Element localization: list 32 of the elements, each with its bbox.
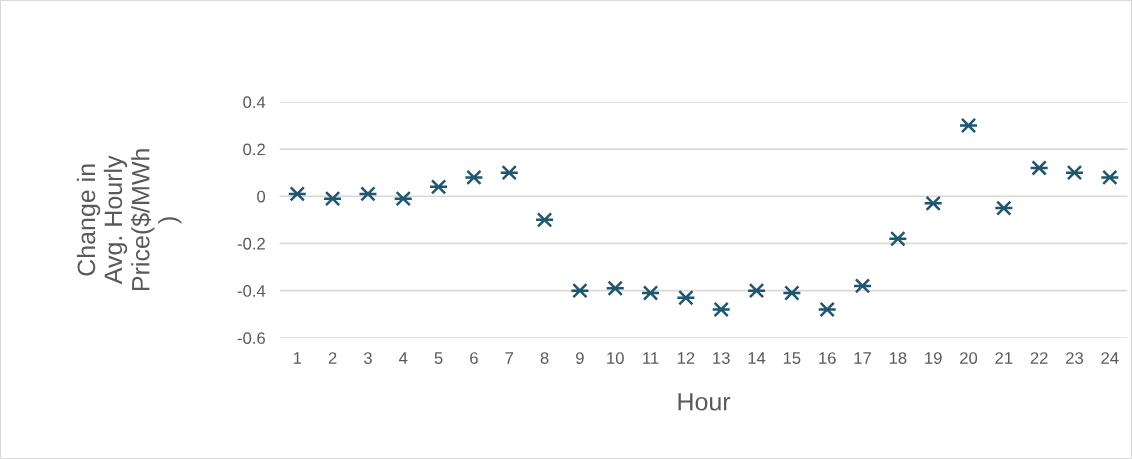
- y-axis-title: Change in Avg. Hourly Price($/MWh ): [76, 149, 182, 291]
- x-tick-label: 3: [363, 352, 372, 364]
- x-axis-title: Hour: [678, 393, 731, 411]
- x-tick-label: 20: [960, 352, 978, 364]
- y-tick-label: -0.2: [237, 237, 265, 250]
- y-tick-label: -0.6: [237, 332, 265, 345]
- x-tick-label: 16: [819, 352, 836, 364]
- x-tick-label: 23: [1066, 352, 1084, 364]
- x-tick-label: 21: [995, 352, 1013, 364]
- x-tick-label: 10: [607, 352, 624, 364]
- x-tick-label: 17: [854, 352, 871, 364]
- x-tick-label: 15: [783, 352, 801, 364]
- x-tick-label: 11: [643, 352, 659, 364]
- x-tick-label: 18: [889, 352, 907, 364]
- y-tick-label: 0: [257, 190, 266, 203]
- y-tick-label: -0.4: [237, 285, 266, 297]
- x-tick-label: 13: [713, 352, 730, 364]
- x-tick-label: 22: [1030, 352, 1048, 364]
- x-tick-label: 7: [505, 352, 514, 364]
- x-tick-label: 4: [399, 352, 408, 364]
- x-tick-label: 2: [328, 352, 337, 364]
- x-tick-label: 9: [576, 352, 584, 364]
- x-tick-label: 8: [540, 352, 549, 364]
- x-tick-label: 12: [677, 352, 695, 364]
- x-tick-label: 14: [748, 352, 766, 364]
- x-tick-label: 24: [1101, 352, 1119, 364]
- x-tick-label: 1: [293, 352, 302, 364]
- x-tick-label: 6: [470, 352, 478, 364]
- x-tick-label: 5: [434, 352, 443, 364]
- y-tick-label: 0.4: [243, 96, 266, 109]
- y-tick-label: 0.2: [243, 143, 265, 156]
- x-tick-label: 19: [925, 352, 942, 364]
